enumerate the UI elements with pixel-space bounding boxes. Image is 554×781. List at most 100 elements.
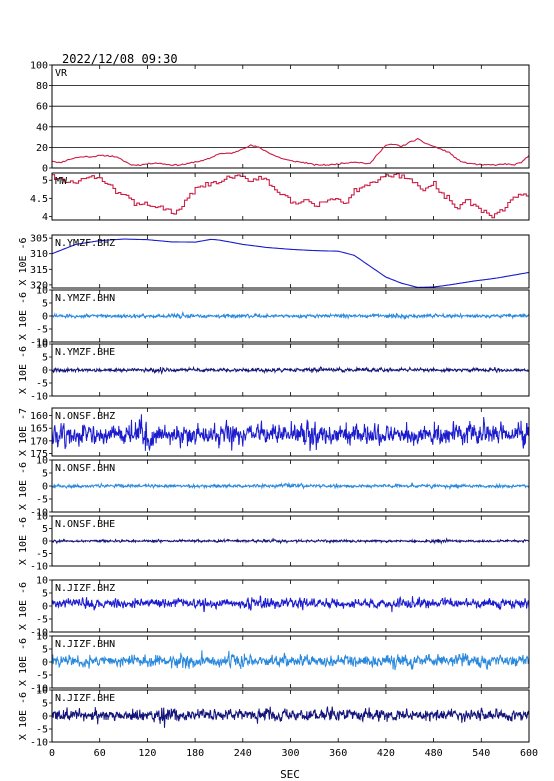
- y-tick-label: 170: [30, 436, 48, 447]
- panel-n-jizf-bhe: 10 5 0 -5 -10 N.JIZF.BHE X 10E -6: [18, 686, 530, 749]
- panel-label: N.YMZF.BHZ: [55, 238, 115, 249]
- trace-line: [52, 310, 529, 321]
- panel-label: MW: [55, 176, 68, 187]
- y-tick-label: 20: [36, 143, 48, 154]
- panel-n-ymzf-bhz: 305 310 315 320 N.YMZF.BHZ X 10E -6: [18, 234, 530, 291]
- x-tick-label: 0: [49, 748, 55, 759]
- y-tick-label: 0: [42, 482, 48, 493]
- y-tick-label: 10: [36, 456, 48, 467]
- y-axis-label: X 10E -6: [18, 462, 29, 510]
- y-tick-label: 5: [42, 645, 48, 656]
- y-axis-label: X 10E -6: [18, 638, 29, 686]
- x-tick-label: 120: [138, 748, 156, 759]
- panel-label: N.JIZF.BHZ: [55, 583, 115, 594]
- y-tick-label: 5: [42, 353, 48, 364]
- y-tick-label: -5: [36, 671, 48, 682]
- x-tick-label: 180: [186, 748, 204, 759]
- panel-n-onsf-bhe: 105 0-5 -10 N.ONSF.BHE X 10E -6: [18, 512, 530, 573]
- timestamp-header: 2022/12/08 09:30: [62, 52, 178, 66]
- y-tick-label: 10: [36, 686, 48, 697]
- y-axis-label: X 10E -6: [18, 292, 29, 340]
- y-tick-label: 0: [42, 602, 48, 613]
- y-tick-label: 5: [42, 589, 48, 600]
- y-tick-label: 165: [30, 424, 48, 435]
- y-tick-label: -5: [36, 325, 48, 336]
- y-tick-label: 60: [36, 102, 48, 113]
- y-axis-label: X 10E -6: [18, 692, 29, 740]
- y-tick-label: -10: [30, 338, 48, 349]
- trace-line: [52, 481, 529, 491]
- x-tick-label: 240: [234, 748, 252, 759]
- panel-label: VR: [55, 68, 68, 79]
- y-tick-label: 10: [36, 576, 48, 587]
- y-axis-label: X 10E -6: [18, 582, 29, 630]
- panel-vr: 0 20 40 60 80 100 VR: [30, 61, 530, 175]
- panel-label: N.ONSF.BHZ: [55, 411, 115, 422]
- y-tick-label: 10: [36, 512, 48, 523]
- y-tick-label: 0: [42, 366, 48, 377]
- panel-n-jizf-bhn: 10 5 0 -5 -10 N.JIZF.BHN X 10E -6: [18, 632, 530, 695]
- x-tick-label: 600: [520, 748, 538, 759]
- y-axis-label: X 10E -6: [18, 237, 29, 285]
- panel-n-ymzf-bhe: 10 5 0 -5 -10 N.YMZF.BHE X 10E -6: [18, 340, 530, 403]
- panel-n-jizf-bhz: 10 5 0 -5 -10 N.JIZF.BHZ X 10E -6: [18, 576, 530, 639]
- x-tick-label: 420: [377, 748, 395, 759]
- y-tick-label: 4: [42, 212, 48, 223]
- x-axis: 0 60 120 180 240 300 360 420 480 540 600: [49, 748, 538, 759]
- x-tick-label: 540: [472, 748, 490, 759]
- panel-frame: [51, 234, 530, 289]
- y-tick-label: -10: [30, 628, 48, 639]
- x-axis-label: SEC: [280, 768, 300, 781]
- panel-mw: 4 4.5 5 MW: [30, 172, 530, 223]
- y-axis-label: X 10E -6: [18, 346, 29, 394]
- panel-label: N.JIZF.BHE: [55, 693, 115, 704]
- y-tick-label: 310: [30, 249, 48, 260]
- y-tick-label: 160: [30, 411, 48, 422]
- y-tick-label: 320: [30, 280, 48, 291]
- panel-n-ymzf-bhn: 10 5 0 -5 -10 N.YMZF.BHN X 10E -6: [18, 286, 530, 349]
- x-tick-label: 60: [94, 748, 106, 759]
- x-tick-label: 360: [329, 748, 347, 759]
- y-tick-label: 10: [36, 340, 48, 351]
- y-tick-label: 5: [42, 299, 48, 310]
- y-axis-label: X 10E -7: [18, 408, 29, 456]
- trace-line: [52, 137, 529, 167]
- y-tick-label: 0: [42, 537, 48, 548]
- y-tick-label: 5: [42, 699, 48, 710]
- panel-frame: [51, 172, 530, 221]
- trace-line: [52, 537, 529, 545]
- y-tick-label: 4.5: [30, 194, 48, 205]
- panel-label: N.ONSF.BHE: [55, 519, 115, 530]
- trace-line: [52, 595, 529, 613]
- panel-n-onsf-bhn: 10 5 0 -5 -10 N.ONSF.BHN X 10E -6: [18, 456, 530, 519]
- panel-label: N.YMZF.BHE: [55, 347, 115, 358]
- y-tick-label: 5: [42, 524, 48, 535]
- y-tick-label: 0: [42, 658, 48, 669]
- y-tick-label: 40: [36, 122, 48, 133]
- y-tick-label: -5: [36, 549, 48, 560]
- y-tick-label: 305: [30, 234, 48, 245]
- y-tick-label: -5: [36, 379, 48, 390]
- y-tick-label: 80: [36, 81, 48, 92]
- y-tick-label: 10: [36, 286, 48, 297]
- y-tick-label: -10: [30, 392, 48, 403]
- panel-frame: [51, 64, 530, 169]
- y-tick-label: -5: [36, 615, 48, 626]
- trace-line: [52, 650, 529, 671]
- trace-line: [52, 173, 529, 219]
- y-tick-label: 0: [42, 312, 48, 323]
- y-tick-label: 5: [42, 469, 48, 480]
- panel-label: N.ONSF.BHN: [55, 463, 115, 474]
- x-tick-label: 300: [281, 748, 299, 759]
- y-tick-label: -10: [30, 562, 48, 573]
- y-tick-label: -10: [30, 508, 48, 519]
- y-tick-label: 0: [42, 164, 48, 175]
- y-tick-label: 175: [30, 449, 48, 460]
- trace-line: [52, 365, 529, 375]
- trace-line: [52, 238, 529, 288]
- panel-label: N.YMZF.BHN: [55, 293, 115, 304]
- trace-line: [52, 414, 529, 452]
